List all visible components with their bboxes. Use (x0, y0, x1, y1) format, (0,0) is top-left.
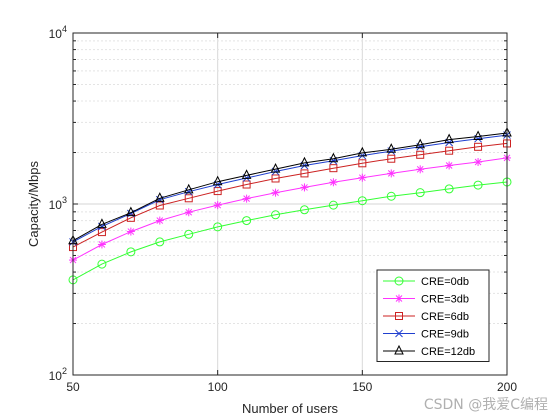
legend-entry: CRE=3db (383, 294, 469, 306)
legend-label: CRE=3db (421, 294, 469, 306)
series-5 (68, 126, 512, 245)
series-layer (68, 126, 512, 285)
data-point-star (242, 194, 251, 203)
legend-entry: CRE=9db (383, 329, 469, 341)
legend-label: CRE=9db (421, 329, 469, 341)
data-point-circle (155, 237, 165, 247)
data-point-square (184, 194, 193, 203)
data-point-circle (213, 222, 223, 232)
data-point-triangle (299, 156, 310, 167)
data-point-star (387, 169, 396, 178)
series-1 (68, 177, 512, 285)
data-point-star (271, 188, 280, 197)
series-line (72, 132, 508, 242)
data-point-triangle (97, 218, 107, 228)
x-tick-label: 200 (497, 380, 517, 394)
data-point-star (329, 178, 338, 187)
data-point-star (155, 216, 164, 225)
y-tick-label: 102 (49, 366, 67, 383)
data-point-triangle (386, 143, 397, 153)
data-point-square (126, 213, 135, 222)
data-point-circle (328, 200, 338, 210)
legend-entry: CRE=12db (383, 344, 475, 358)
data-point-triangle (415, 138, 426, 149)
legend-entry: CRE=6db (383, 311, 469, 323)
data-point-star (184, 208, 193, 217)
data-point-star (445, 161, 454, 170)
data-point-triangle (328, 152, 339, 163)
x-axis-label: Number of users (242, 401, 339, 416)
data-point-square (474, 142, 483, 151)
x-tick-label: 50 (66, 380, 80, 394)
data-point-star (97, 240, 106, 249)
legend-label: CRE=6db (421, 311, 469, 323)
data-point-x (395, 329, 403, 338)
data-point-triangle (473, 130, 483, 141)
data-point-square (416, 150, 425, 159)
data-point-triangle (444, 133, 454, 144)
data-point-circle (386, 191, 396, 201)
data-point-triangle (212, 175, 223, 186)
y-tick-label: 104 (49, 24, 67, 41)
y-tick-label: 103 (49, 195, 67, 212)
data-point-triangle (270, 162, 281, 173)
data-point-star (126, 227, 135, 236)
data-point-triangle (241, 169, 252, 179)
data-point-triangle (183, 183, 194, 194)
legend-label: CRE=0db (421, 276, 469, 288)
x-tick-label: 150 (352, 380, 372, 394)
y-axis-label: Capacity/Mbps (26, 161, 41, 247)
legend-entry: CRE=0db (383, 276, 469, 288)
data-point-triangle (154, 192, 165, 202)
x-tick-label: 100 (208, 380, 228, 394)
data-point-triangle (357, 146, 368, 157)
data-point-star (213, 201, 222, 210)
data-point-circle (394, 276, 404, 286)
data-point-square (242, 180, 251, 189)
data-point-square (329, 164, 338, 173)
data-point-circle (242, 216, 252, 226)
legend: CRE=0db CRE=3db CRE=6db CRE=9db CRE=12db (376, 269, 490, 362)
data-point-circle (97, 259, 107, 269)
data-point-circle (415, 188, 425, 198)
tick-labels: 50 100 150 200 102 103 104 (49, 24, 518, 394)
series-line (72, 134, 508, 243)
data-point-circle (473, 180, 483, 190)
data-point-square (395, 312, 403, 320)
data-point-square (358, 159, 367, 168)
data-point-circle (299, 205, 309, 215)
data-point-square (445, 146, 454, 155)
data-point-square (97, 228, 106, 237)
watermark: CSDN @我爱C编程 (423, 397, 548, 413)
data-point-triangle (394, 344, 404, 355)
series-line (72, 142, 508, 248)
series-line (72, 157, 508, 261)
data-point-circle (126, 247, 136, 257)
data-point-square (387, 154, 396, 163)
axes (72, 32, 508, 376)
data-point-star (358, 173, 367, 182)
data-point-square (271, 174, 280, 183)
data-point-square (155, 201, 164, 210)
data-point-star (474, 158, 483, 167)
data-point-circle (184, 229, 194, 239)
series-line (72, 181, 508, 281)
data-point-triangle (126, 206, 136, 217)
data-point-square (300, 169, 309, 178)
data-point-star (416, 165, 425, 174)
data-point-circle (444, 184, 454, 194)
data-point-square (213, 187, 222, 196)
legend-label: CRE=12db (421, 346, 475, 358)
data-point-star (395, 294, 403, 303)
data-point-star (300, 183, 309, 192)
data-point-circle (357, 196, 367, 206)
data-point-circle (271, 210, 281, 220)
